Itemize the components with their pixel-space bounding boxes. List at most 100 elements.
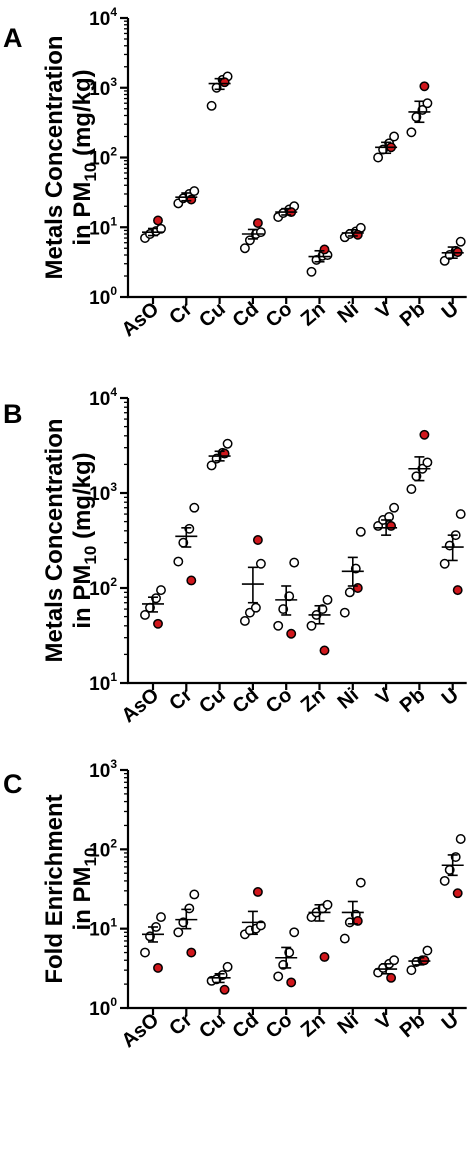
data-group-u xyxy=(439,834,466,899)
data-point-highlight xyxy=(186,575,197,586)
data-group-cr xyxy=(173,502,200,586)
y-axis-title-main: in PM xyxy=(69,565,96,629)
x-tick-label: Ni xyxy=(334,684,363,714)
data-point-highlight xyxy=(386,972,397,983)
y-tick-base: 10 xyxy=(89,920,110,941)
data-point-open xyxy=(239,243,250,254)
data-point-highlight xyxy=(319,645,330,656)
y-axis-title-unit: (mg/kg) xyxy=(69,452,96,545)
data-point-open xyxy=(273,971,284,982)
y-axis-title-subscript: 10 xyxy=(81,546,100,565)
y-tick-label: 102 xyxy=(89,145,117,170)
x-tick-label: Zn xyxy=(297,298,330,331)
y-tick-label: 100 xyxy=(89,995,117,1020)
y-axis-title-main: in PM xyxy=(69,866,96,930)
y-tick-label: 101 xyxy=(89,670,117,695)
data-point-highlight xyxy=(419,429,430,440)
x-tick-label: Co xyxy=(262,298,297,332)
data-point-open xyxy=(173,556,184,567)
y-tick-exponent: 3 xyxy=(110,75,117,89)
panel-a: A Metals Concentration in PM10 (mg/kg)1001… xyxy=(3,5,467,341)
x-tick-label: AsO xyxy=(118,684,164,727)
data-point-open xyxy=(411,112,422,123)
y-tick-label: 102 xyxy=(89,836,117,861)
data-point-open xyxy=(439,875,450,886)
data-point-open xyxy=(373,152,384,163)
y-axis-title-line2: in PM10 (mg/kg) xyxy=(69,69,100,245)
x-tick-label: Cr xyxy=(165,298,196,329)
data-point-highlight xyxy=(286,628,297,639)
x-tick-label: Ni xyxy=(334,298,363,328)
data-point-open xyxy=(389,502,400,513)
data-point-open xyxy=(455,834,466,844)
data-group-cd xyxy=(239,218,266,254)
data-point-open xyxy=(222,438,233,449)
data-group-co xyxy=(273,927,300,988)
x-tick-label: Pb xyxy=(396,1009,430,1042)
data-point-open xyxy=(189,186,200,197)
data-point-open xyxy=(344,587,355,598)
data-point-open xyxy=(406,965,417,976)
data-point-open xyxy=(255,558,266,569)
data-point-open xyxy=(140,610,150,620)
y-tick-base: 10 xyxy=(89,999,110,1020)
y-tick-label: 104 xyxy=(89,5,117,30)
y-tick-exponent: 0 xyxy=(110,995,117,1009)
data-group-v xyxy=(373,131,400,163)
data-group-cd xyxy=(239,887,266,940)
y-tick-base: 10 xyxy=(89,288,110,309)
data-group-zn xyxy=(306,244,333,277)
y-tick-base: 10 xyxy=(89,484,110,505)
x-tick-label: Cu xyxy=(195,684,230,718)
data-point-highlight xyxy=(153,962,163,973)
data-group-ni xyxy=(339,222,366,243)
data-point-highlight xyxy=(352,229,363,240)
data-point-open xyxy=(322,899,333,910)
data-point-open xyxy=(278,604,289,615)
data-point-highlight xyxy=(153,618,163,629)
y-axis-title-line1: Metals Concentration xyxy=(41,35,68,279)
y-tick-base: 10 xyxy=(89,761,110,782)
x-tick-label: Zn xyxy=(297,684,330,717)
data-point-open xyxy=(339,933,350,944)
data-point-open xyxy=(278,959,289,970)
data-point-open xyxy=(156,912,166,923)
data-group-aso xyxy=(140,215,166,244)
data-point-highlight xyxy=(252,218,263,228)
data-point-highlight xyxy=(186,947,197,958)
x-tick-label: AsO xyxy=(118,298,164,341)
y-tick-exponent: 1 xyxy=(110,916,117,930)
y-tick-base: 10 xyxy=(89,840,110,861)
y-tick-exponent: 2 xyxy=(110,575,117,589)
x-tick-label: U xyxy=(438,684,463,710)
x-tick-label: Co xyxy=(262,684,297,718)
y-tick-base: 10 xyxy=(89,674,110,695)
y-tick-exponent: 4 xyxy=(110,5,117,19)
data-point-open xyxy=(289,557,300,568)
y-tick-exponent: 3 xyxy=(110,480,117,494)
x-tick-label: V xyxy=(372,684,397,710)
data-point-highlight xyxy=(286,977,297,988)
y-tick-base: 10 xyxy=(89,79,110,100)
y-tick-base: 10 xyxy=(89,389,110,410)
data-group-cu xyxy=(206,71,233,111)
data-point-open xyxy=(222,961,233,972)
y-tick-label: 103 xyxy=(89,75,117,100)
data-group-cu xyxy=(206,438,233,471)
x-tick-label: Pb xyxy=(396,298,430,331)
x-tick-label: Co xyxy=(262,1009,297,1043)
data-point-open xyxy=(455,509,466,520)
data-group-aso xyxy=(140,585,166,629)
y-tick-label: 101 xyxy=(89,916,117,941)
y-tick-label: 100 xyxy=(89,284,117,309)
data-point-open xyxy=(422,98,433,109)
data-point-highlight xyxy=(452,888,463,899)
data-group-pb xyxy=(406,429,433,495)
data-point-open xyxy=(406,127,417,138)
x-tick-label: U xyxy=(438,298,463,324)
y-tick-exponent: 4 xyxy=(110,385,117,399)
data-point-open xyxy=(339,607,350,618)
data-point-highlight xyxy=(252,535,263,545)
x-tick-label: Cr xyxy=(165,684,196,715)
